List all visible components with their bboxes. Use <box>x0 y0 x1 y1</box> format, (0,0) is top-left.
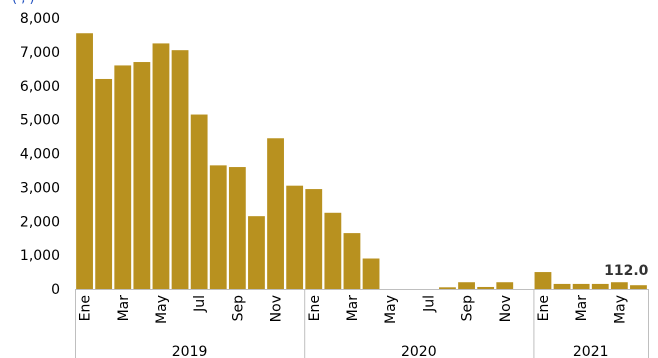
bar <box>152 43 170 289</box>
bar <box>591 283 609 289</box>
x-tick-label: Mar <box>345 295 361 322</box>
x-tick-label: Nov <box>269 295 285 322</box>
bar <box>572 283 590 289</box>
x-tick-label: Sep <box>230 295 246 322</box>
bar <box>534 272 552 289</box>
x-tick-label: May <box>383 295 399 324</box>
x-tick-label: Ene <box>307 295 323 321</box>
y-tick-label: 2,000 <box>20 214 60 230</box>
x-axis: Ene Mar May Jul Sep Nov Ene Mar May Jul Sep Nov Ene M… <box>75 289 649 358</box>
bar <box>114 65 132 290</box>
bar <box>190 114 208 289</box>
x-tick-label: Nov <box>498 295 514 322</box>
bar <box>324 212 342 289</box>
x-tick-label: Mar <box>574 295 590 322</box>
y-tick-label: 6,000 <box>20 79 60 95</box>
y-tick-label: 7,000 <box>20 45 60 61</box>
bar <box>496 282 514 289</box>
bar <box>76 33 93 289</box>
bar <box>286 185 304 289</box>
x-tick-label: Jul <box>192 295 208 313</box>
x-tick-label: Sep <box>460 295 476 322</box>
y-tick-label: 1,000 <box>20 248 60 264</box>
bar <box>305 189 323 289</box>
x-tick-label: Mar <box>116 295 132 322</box>
data-labels: 112.0 <box>604 263 649 279</box>
x-tick-label: May <box>154 295 170 324</box>
bar <box>610 282 628 289</box>
x-tick-label: May <box>612 295 628 324</box>
subtitle-fragment: ( , ) <box>12 0 35 6</box>
bar <box>553 283 571 289</box>
y-axis: 0 1,000 2,000 3,000 4,000 5,000 6,000 7,000 8,00… <box>20 11 60 298</box>
x-tick-label: Ene <box>536 295 552 321</box>
bar <box>439 287 456 289</box>
y-tick-label: 3,000 <box>20 180 60 196</box>
y-tick-label: 5,000 <box>20 113 60 129</box>
bar <box>477 286 495 289</box>
bar <box>248 216 265 289</box>
y-tick-label: 0 <box>51 282 60 298</box>
bar <box>362 258 380 289</box>
y-tick-label: 4,000 <box>20 147 60 163</box>
bar <box>630 285 647 289</box>
y-tick-label: 8,000 <box>20 11 60 27</box>
year-label: 2019 <box>172 344 208 358</box>
bar-series <box>76 33 647 290</box>
bar <box>458 282 475 289</box>
bar <box>267 138 284 289</box>
bar <box>95 78 113 289</box>
bar <box>209 165 227 289</box>
x-tick-label: Ene <box>78 295 94 321</box>
bar <box>343 233 361 289</box>
bar <box>228 167 246 289</box>
bar <box>171 50 189 290</box>
bar <box>133 62 151 289</box>
x-tick-label: Jul <box>421 295 437 313</box>
year-label: 2021 <box>573 344 609 358</box>
data-label: 112.0 <box>604 263 649 279</box>
year-label: 2020 <box>401 344 437 358</box>
